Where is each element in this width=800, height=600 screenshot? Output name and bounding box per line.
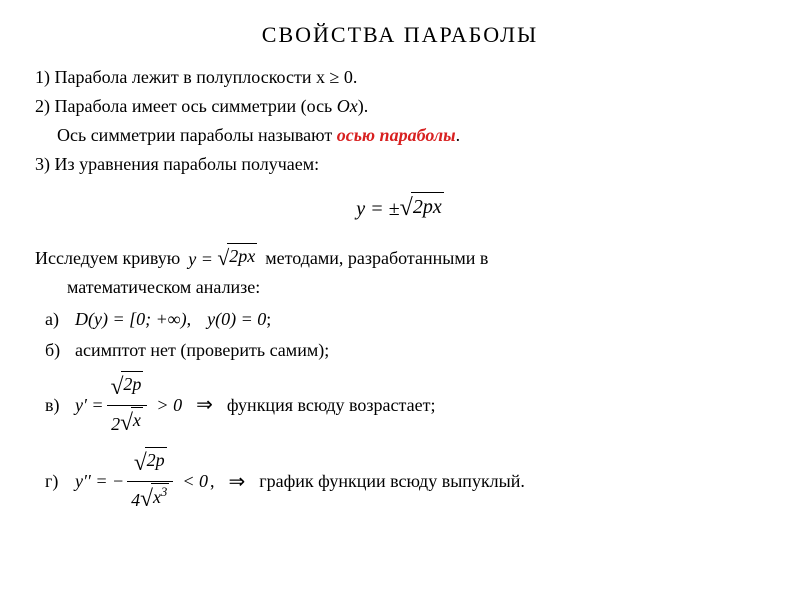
arrow-d: ⇒ (228, 468, 245, 496)
item-a-semicolon: ; (266, 307, 271, 332)
sqrt-2px: √2px (400, 192, 444, 226)
point-2-sub-a: Ось симметрии параболы называют (57, 125, 337, 145)
main-formula: y = ±√2px (35, 192, 765, 226)
item-b-label: б) (45, 338, 67, 363)
item-d: г) y′′ = − √2p 4√x3 < 0 , ⇒ график функц… (45, 447, 765, 516)
item-a-label: а) (45, 307, 67, 332)
item-c-lhs: y′ = (75, 393, 104, 418)
research-formula: y = √2px (188, 243, 257, 273)
item-d-lhs: y′′ = − (75, 469, 124, 494)
research-sqrt: √2px (217, 243, 257, 273)
item-d-num-body: 2p (145, 447, 167, 473)
item-d-label: г) (45, 469, 67, 494)
item-c-label: в) (45, 393, 67, 418)
item-d-fraction: √2p 4√x3 (127, 447, 173, 516)
item-c-fraction: √2p 2√x (107, 371, 148, 440)
item-a: а) D(y) = [0; +∞) , y(0) = 0 ; (45, 307, 765, 332)
item-a-comma: , (187, 307, 192, 332)
item-c-den-body: x (131, 407, 143, 433)
formula-y-eq: y = ± (356, 198, 399, 220)
point-2-text-a: 2) Парабола имеет ось симметрии (ось (35, 96, 337, 116)
item-d-comma: , (210, 469, 215, 494)
cube-exp: 3 (161, 485, 167, 499)
research-y-eq: y = (188, 249, 213, 269)
item-c-num: √2p (107, 371, 148, 405)
item-c: в) y′ = √2p 2√x > 0 ⇒ функция всюду возр… (45, 371, 765, 440)
research-line: Исследуем кривую y = √2px методами, разр… (35, 243, 765, 273)
point-2-sub: Ось симметрии параболы называют осью пар… (57, 123, 765, 148)
item-c-num-body: 2p (121, 371, 143, 397)
axis-parabola-highlight: осью параболы (337, 125, 456, 145)
analysis-text: математическом анализе: (67, 275, 765, 300)
point-2-text-c: ). (358, 96, 369, 116)
item-c-den-2: 2 (111, 414, 120, 434)
point-2-sub-c: . (456, 125, 461, 145)
research-sqrt-body: 2px (227, 243, 257, 269)
item-d-den-4: 4 (131, 490, 140, 510)
item-c-den: 2√x (107, 405, 147, 440)
item-d-num: √2p (130, 447, 171, 481)
item-d-text: график функции всюду выпуклый. (259, 469, 525, 494)
item-d-lt: < 0 (182, 469, 208, 494)
item-d-den-body: x3 (151, 483, 169, 510)
point-3: 3) Из уравнения параболы получаем: (35, 152, 765, 177)
item-a-y0: y(0) = 0 (207, 307, 266, 332)
sqrt-body: 2px (411, 192, 444, 221)
arrow-c: ⇒ (196, 391, 213, 419)
item-d-den: 4√x3 (127, 481, 173, 516)
point-2-ox: Ox (337, 96, 358, 116)
research-text-a: Исследуем кривую (35, 246, 180, 271)
point-2: 2) Парабола имеет ось симметрии (ось Ox)… (35, 94, 765, 119)
point-1: 1) Парабола лежит в полуплоскости x ≥ 0. (35, 65, 765, 90)
item-c-text: функция всюду возрастает; (227, 393, 436, 418)
page-title: СВОЙСТВА ПАРАБОЛЫ (35, 20, 765, 51)
item-a-domain: D(y) = [0; +∞) (75, 307, 187, 332)
item-c-gt: > 0 (156, 393, 182, 418)
item-b-text: асимптот нет (проверить самим); (75, 338, 329, 363)
research-text-b: методами, разработанными в (265, 246, 488, 271)
item-b: б) асимптот нет (проверить самим); (45, 338, 765, 363)
